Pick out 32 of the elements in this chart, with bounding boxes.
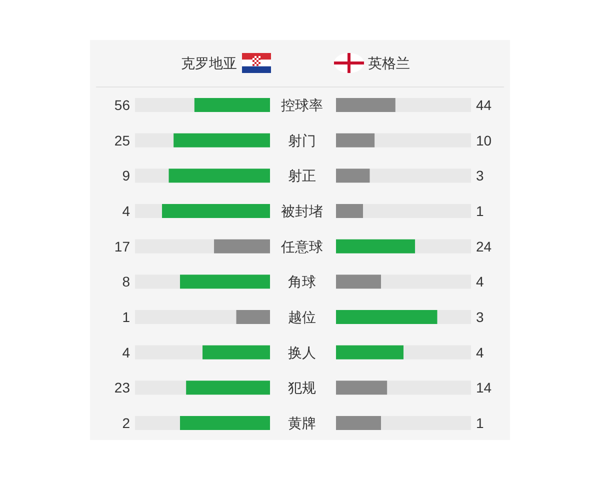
category-label: 换人	[288, 344, 316, 360]
data-label: 56	[114, 97, 130, 113]
data-label: 4	[122, 203, 130, 219]
data-label: 10	[476, 132, 492, 148]
data-label: 25	[114, 132, 130, 148]
data-label: 14	[476, 380, 492, 396]
category-label: 射门	[288, 132, 316, 148]
text: 英格兰	[368, 55, 410, 71]
data-label: 23	[114, 380, 130, 396]
data-label: 44	[476, 97, 492, 113]
category-label: 射正	[288, 168, 316, 184]
category-label: 黄牌	[288, 415, 316, 431]
data-label: 4	[122, 344, 130, 360]
category-label: 越位	[288, 309, 316, 325]
data-label: 9	[122, 168, 130, 184]
data-label: 8	[122, 274, 130, 290]
data-label: 17	[114, 238, 130, 254]
data-label: 24	[476, 238, 492, 254]
data-label: 1	[122, 309, 130, 325]
data-label: 4	[476, 274, 484, 290]
category-label: 角球	[288, 274, 316, 290]
category-label: 犯规	[288, 380, 316, 396]
data-label: 2	[122, 415, 130, 431]
data-label: 3	[476, 309, 484, 325]
data-label: 1	[476, 203, 484, 219]
data-label: 4	[476, 344, 484, 360]
data-label: 1	[476, 415, 484, 431]
text: 克罗地亚	[181, 55, 237, 71]
category-label: 控球率	[281, 97, 323, 113]
data-label: 3	[476, 168, 484, 184]
category-label: 被封堵	[281, 203, 323, 219]
category-label: 任意球	[280, 238, 323, 254]
